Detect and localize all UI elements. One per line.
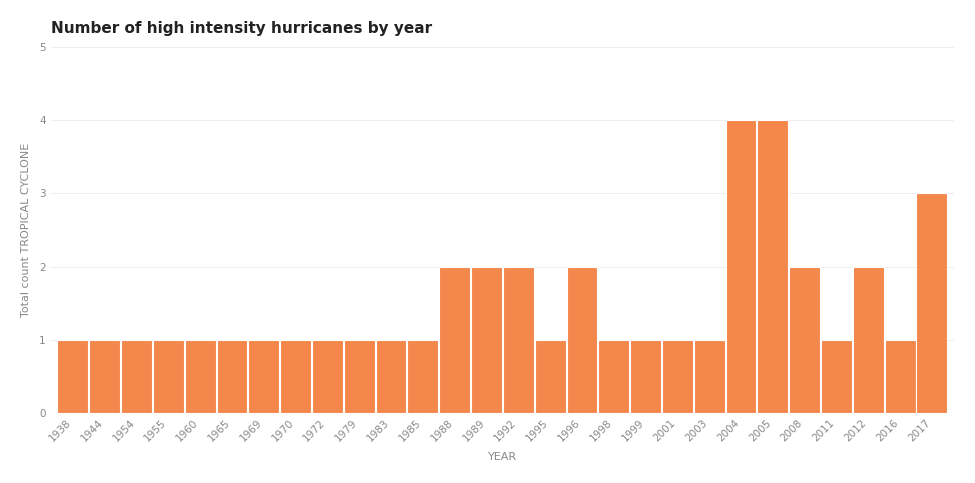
Bar xyxy=(153,340,184,413)
Bar xyxy=(599,340,629,413)
Bar xyxy=(725,120,757,413)
Bar xyxy=(853,267,883,413)
Bar xyxy=(90,340,120,413)
Bar xyxy=(471,267,502,413)
Bar xyxy=(312,340,343,413)
Bar xyxy=(789,267,820,413)
Bar xyxy=(344,340,374,413)
Bar xyxy=(884,340,916,413)
Bar xyxy=(216,340,248,413)
Bar xyxy=(58,340,89,413)
Bar xyxy=(566,267,598,413)
Text: Number of high intensity hurricanes by year: Number of high intensity hurricanes by y… xyxy=(51,21,432,36)
Bar xyxy=(375,340,407,413)
Y-axis label: Total count TROPICAL CYCLONE: Total count TROPICAL CYCLONE xyxy=(20,143,31,317)
Bar xyxy=(249,340,279,413)
Bar xyxy=(534,340,566,413)
Bar xyxy=(184,340,215,413)
Bar xyxy=(630,340,661,413)
Bar xyxy=(916,193,948,413)
Bar xyxy=(408,340,439,413)
Bar xyxy=(821,340,852,413)
Bar xyxy=(440,267,470,413)
Bar xyxy=(758,120,788,413)
Bar xyxy=(694,340,724,413)
Bar xyxy=(280,340,311,413)
Bar xyxy=(662,340,693,413)
Bar xyxy=(121,340,152,413)
Bar xyxy=(503,267,533,413)
X-axis label: YEAR: YEAR xyxy=(488,452,517,462)
